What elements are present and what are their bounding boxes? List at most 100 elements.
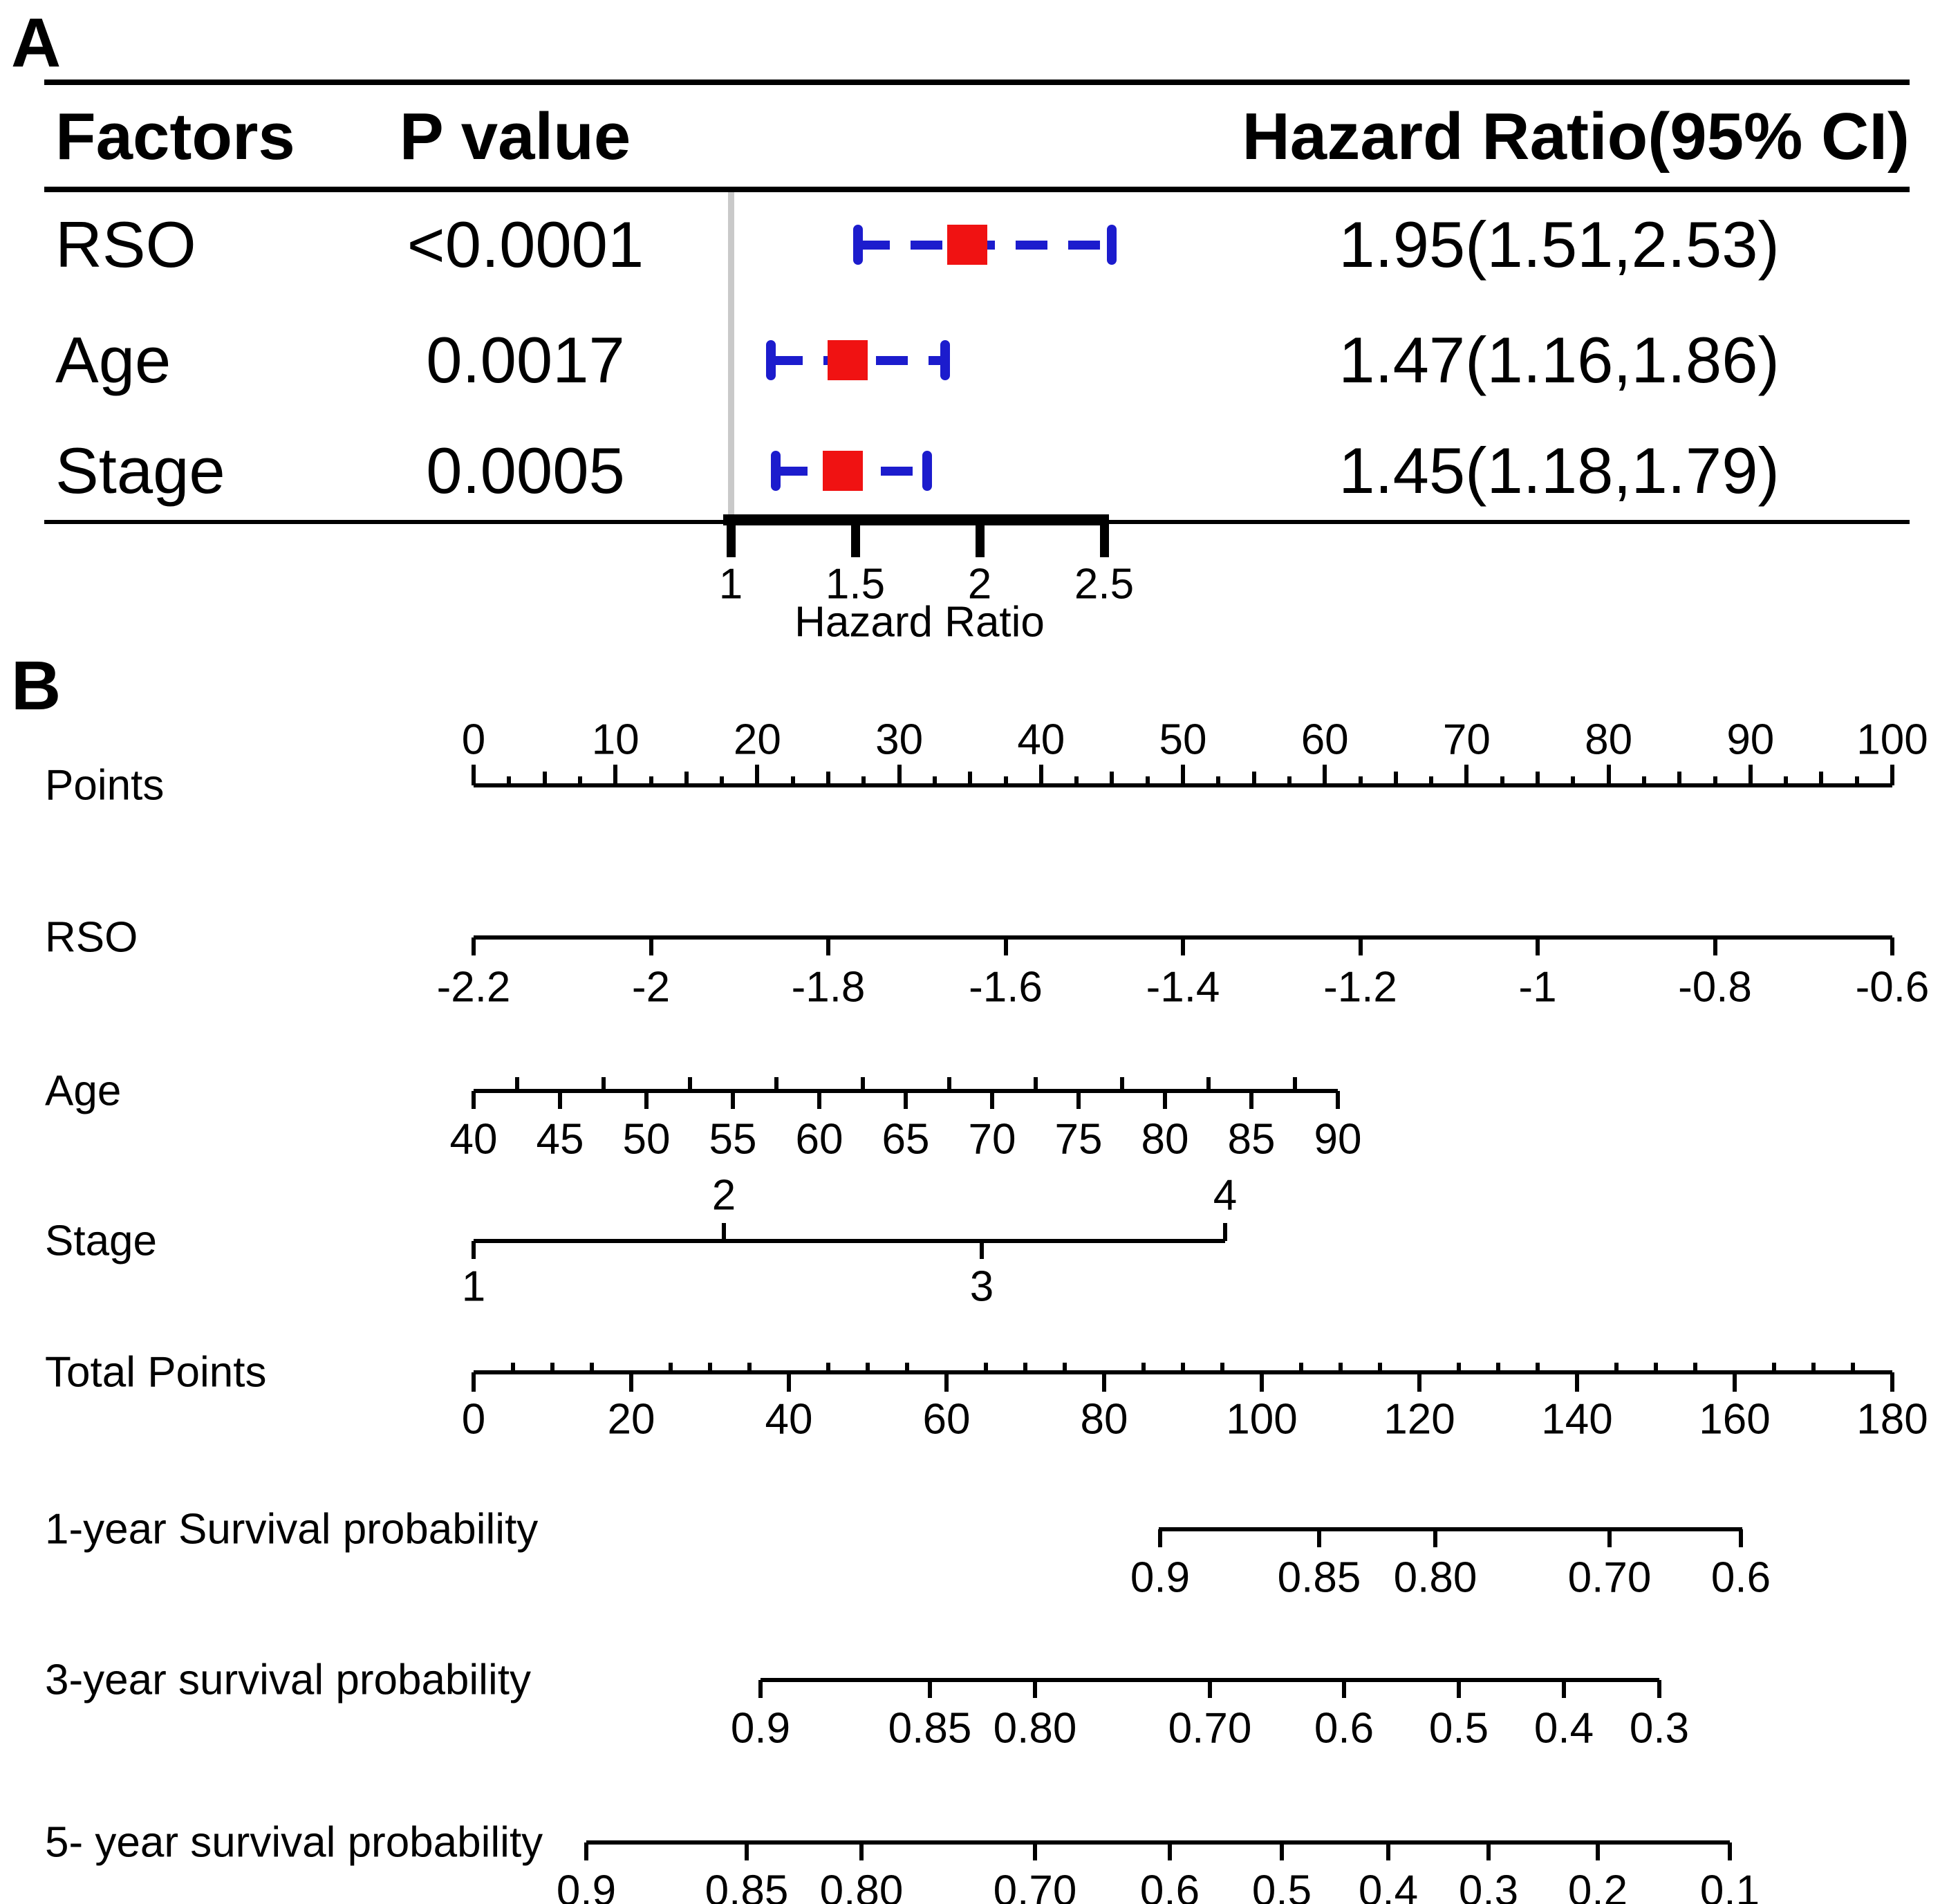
axis-tick-total-points: [1023, 1363, 1027, 1372]
axis-tick-label-total-points: 140: [1541, 1395, 1613, 1444]
axis-tick-label-surv-1yr: 0.9: [1130, 1553, 1191, 1602]
axis-tick-points: [1571, 776, 1576, 785]
axis-tick-total-points: [708, 1363, 712, 1372]
axis-tick-total-points: [1063, 1363, 1067, 1372]
hr-axis-tick-label: 2.5: [1074, 560, 1135, 608]
axis-tick-rso: [472, 937, 476, 955]
axis-tick-surv-3yr: [928, 1680, 932, 1698]
axis-tick-total-points: [1536, 1363, 1540, 1372]
axis-tick-points: [1181, 765, 1185, 785]
axis-tick-total-points: [1378, 1363, 1382, 1372]
axis-tick-total-points: [1693, 1363, 1697, 1372]
axis-tick-points: [1677, 772, 1682, 785]
axis-tick-surv-5yr: [1033, 1842, 1037, 1860]
axis-tick-points: [1784, 776, 1789, 785]
axis-tick-age: [1292, 1077, 1297, 1091]
axis-tick-label-rso: -1.6: [969, 963, 1043, 1011]
axis-tick-points: [1713, 776, 1717, 785]
axis-tick-points: [1003, 776, 1008, 785]
column-header-factors: Factors: [55, 100, 295, 174]
axis-tick-label-surv-5yr: 0.70: [993, 1867, 1077, 1904]
axis-row-label-stage: Stage: [45, 1217, 158, 1265]
axis-tick-surv-5yr: [1486, 1842, 1491, 1860]
axis-tick-total-points: [629, 1372, 633, 1392]
forest-ci-cap: [922, 451, 933, 491]
axis-tick-points: [1251, 772, 1256, 785]
axis-tick-label-points: 0: [461, 716, 486, 764]
axis-tick-surv-3yr: [1657, 1680, 1661, 1698]
axis-tick-label-total-points: 160: [1699, 1395, 1771, 1444]
axis-tick-label-stage: 1: [461, 1262, 486, 1311]
axis-tick-points: [755, 765, 760, 785]
axis-tick-label-points: 30: [875, 716, 924, 764]
axis-tick-label-age: 70: [968, 1115, 1016, 1164]
hr-axis-tick: [975, 523, 985, 557]
panel-b-tag: B: [11, 647, 62, 725]
axis-tick-label-points: 50: [1159, 716, 1207, 764]
axis-tick-surv-3yr: [1562, 1680, 1566, 1698]
axis-tick-label-total-points: 80: [1080, 1395, 1128, 1444]
axis-tick-points: [1110, 772, 1115, 785]
forest-hr-ci-text: 1.45(1.18,1.79): [1339, 434, 1780, 507]
axis-tick-label-total-points: 120: [1383, 1395, 1455, 1444]
axis-tick-points: [826, 772, 830, 785]
axis-tick-total-points: [550, 1363, 554, 1372]
forest-point-marker: [947, 225, 987, 265]
axis-tick-points: [1323, 765, 1327, 785]
axis-tick-total-points: [1457, 1363, 1461, 1372]
axis-tick-label-surv-5yr: 0.4: [1358, 1867, 1419, 1904]
axis-tick-age: [1033, 1077, 1038, 1091]
axis-tick-total-points: [590, 1363, 594, 1372]
axis-tick-age: [687, 1077, 692, 1091]
forest-ci-cap: [770, 451, 781, 491]
axis-tick-rso: [1536, 937, 1540, 955]
axis-tick-total-points: [1890, 1372, 1894, 1392]
axis-tick-total-points: [1614, 1363, 1619, 1372]
axis-tick-label-rso: -1.8: [791, 963, 866, 1011]
axis-tick-stage: [980, 1241, 984, 1259]
axis-tick-surv-5yr: [1596, 1842, 1600, 1860]
hr-axis-line: [723, 514, 1109, 525]
axis-tick-total-points: [747, 1363, 752, 1372]
axis-tick-total-points: [1260, 1372, 1264, 1392]
axis-tick-label-points: 70: [1442, 716, 1491, 764]
axis-tick-total-points: [1339, 1363, 1343, 1372]
axis-tick-stage: [472, 1241, 476, 1259]
axis-tick-rso: [1713, 937, 1717, 955]
axis-tick-points: [1464, 765, 1469, 785]
axis-tick-label-surv-3yr: 0.4: [1533, 1704, 1594, 1753]
axis-tick-points: [684, 772, 689, 785]
axis-tick-points: [1038, 765, 1043, 785]
axis-tick-label-rso: -0.6: [1855, 963, 1930, 1011]
forest-p-value: <0.0001: [407, 208, 644, 281]
axis-tick-label-age: 60: [795, 1115, 843, 1164]
axis-tick-points: [1854, 776, 1859, 785]
axis-tick-points: [1216, 776, 1221, 785]
axis-tick-age: [860, 1077, 865, 1091]
hr-axis-tick-label: 1.5: [825, 560, 886, 608]
axis-row-label-surv-5yr: 5- year survival probability: [45, 1818, 543, 1867]
axis-line-surv-5yr: [586, 1840, 1730, 1845]
forest-hr-ci-text: 1.47(1.16,1.86): [1339, 324, 1780, 396]
axis-tick-points: [932, 776, 937, 785]
axis-tick-surv-3yr: [1208, 1680, 1212, 1698]
axis-tick-total-points: [1733, 1372, 1737, 1392]
axis-tick-label-surv-3yr: 0.85: [888, 1704, 972, 1753]
axis-tick-surv-3yr: [1342, 1680, 1346, 1698]
axis-tick-age: [946, 1077, 951, 1091]
axis-tick-label-stage: 4: [1213, 1171, 1238, 1220]
axis-tick-stage: [1223, 1223, 1227, 1241]
axis-line-stage: [474, 1239, 1225, 1243]
axis-tick-age: [904, 1091, 908, 1109]
axis-tick-surv-5yr: [1168, 1842, 1172, 1860]
axis-row-label-surv-1yr: 1-year Survival probability: [45, 1505, 539, 1553]
table-rule: [44, 187, 1910, 192]
axis-tick-surv-1yr: [1739, 1529, 1743, 1547]
axis-tick-label-surv-3yr: 0.5: [1428, 1704, 1489, 1753]
axis-tick-label-surv-5yr: 0.1: [1699, 1867, 1760, 1904]
axis-tick-age: [472, 1091, 476, 1109]
axis-row-label-age: Age: [45, 1067, 122, 1115]
axis-tick-label-points: 40: [1017, 716, 1065, 764]
axis-tick-surv-1yr: [1433, 1529, 1437, 1547]
axis-tick-age: [558, 1091, 562, 1109]
